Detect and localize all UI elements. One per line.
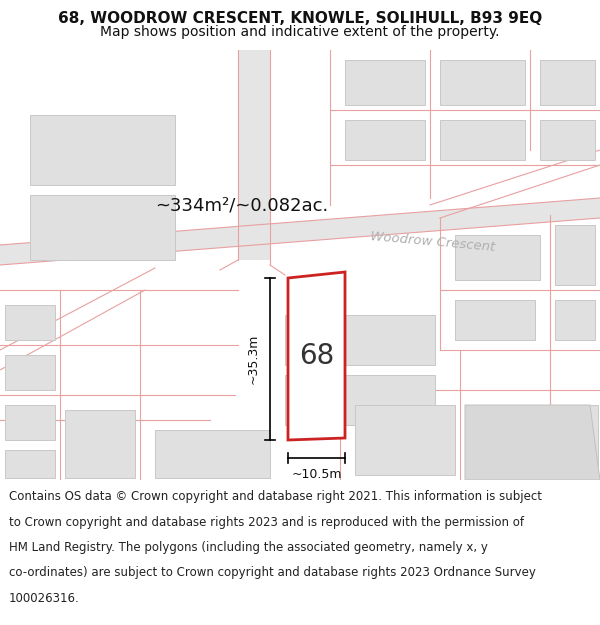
Polygon shape [345, 60, 425, 105]
Polygon shape [440, 120, 525, 160]
Polygon shape [0, 198, 600, 265]
Polygon shape [540, 60, 595, 105]
Polygon shape [465, 405, 545, 475]
Polygon shape [540, 120, 595, 160]
Text: ~10.5m: ~10.5m [291, 468, 342, 481]
Text: HM Land Registry. The polygons (including the associated geometry, namely x, y: HM Land Registry. The polygons (includin… [9, 541, 488, 554]
Polygon shape [285, 315, 435, 365]
Text: 100026316.: 100026316. [9, 592, 80, 604]
Polygon shape [560, 405, 598, 475]
Polygon shape [288, 272, 345, 440]
Text: ~35.3m: ~35.3m [247, 334, 260, 384]
Polygon shape [455, 300, 535, 340]
Text: to Crown copyright and database rights 2023 and is reproduced with the permissio: to Crown copyright and database rights 2… [9, 516, 524, 529]
Polygon shape [238, 50, 270, 260]
Text: Woodrow Crescent: Woodrow Crescent [370, 230, 496, 254]
Polygon shape [30, 195, 175, 260]
Polygon shape [555, 300, 595, 340]
Polygon shape [455, 235, 540, 280]
Polygon shape [30, 115, 175, 185]
Polygon shape [345, 120, 425, 160]
Polygon shape [5, 305, 55, 340]
Text: Map shows position and indicative extent of the property.: Map shows position and indicative extent… [100, 25, 500, 39]
Polygon shape [5, 405, 55, 440]
Polygon shape [65, 410, 135, 478]
Text: Contains OS data © Crown copyright and database right 2021. This information is : Contains OS data © Crown copyright and d… [9, 490, 542, 503]
Polygon shape [285, 375, 435, 425]
Polygon shape [355, 405, 455, 475]
Polygon shape [440, 60, 525, 105]
Polygon shape [555, 225, 595, 285]
Polygon shape [155, 430, 270, 478]
Text: ~334m²/~0.082ac.: ~334m²/~0.082ac. [155, 197, 328, 215]
Polygon shape [5, 355, 55, 390]
Text: co-ordinates) are subject to Crown copyright and database rights 2023 Ordnance S: co-ordinates) are subject to Crown copyr… [9, 566, 536, 579]
Polygon shape [5, 450, 55, 478]
Text: 68: 68 [299, 342, 334, 370]
Polygon shape [465, 405, 600, 480]
Text: 68, WOODROW CRESCENT, KNOWLE, SOLIHULL, B93 9EQ: 68, WOODROW CRESCENT, KNOWLE, SOLIHULL, … [58, 11, 542, 26]
